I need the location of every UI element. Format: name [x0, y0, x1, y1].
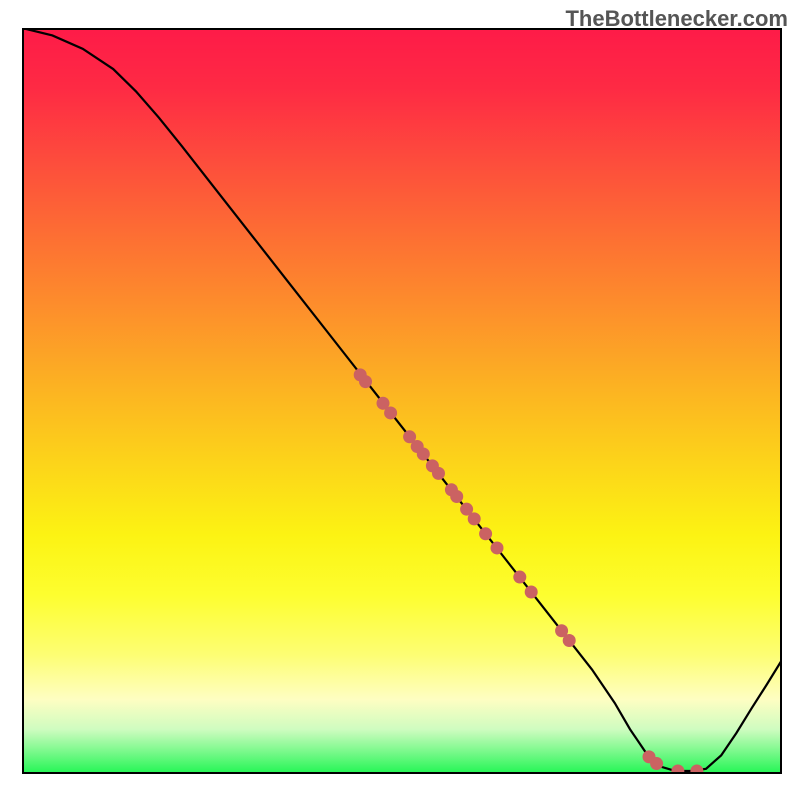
- watermark-text: TheBottlenecker.com: [565, 6, 788, 32]
- plot-area: [22, 28, 782, 774]
- data-point: [479, 527, 492, 540]
- data-point: [359, 375, 372, 388]
- data-point: [468, 512, 481, 525]
- data-point: [432, 467, 445, 480]
- data-point: [563, 634, 576, 647]
- data-point: [690, 765, 703, 774]
- data-point: [417, 447, 430, 460]
- data-point: [650, 757, 663, 770]
- data-point: [450, 490, 463, 503]
- bottleneck-chart: TheBottlenecker.com: [0, 0, 800, 800]
- data-point: [491, 541, 504, 554]
- data-point: [525, 585, 538, 598]
- data-points: [22, 28, 782, 774]
- data-point: [671, 765, 684, 774]
- data-point: [384, 406, 397, 419]
- data-point: [513, 571, 526, 584]
